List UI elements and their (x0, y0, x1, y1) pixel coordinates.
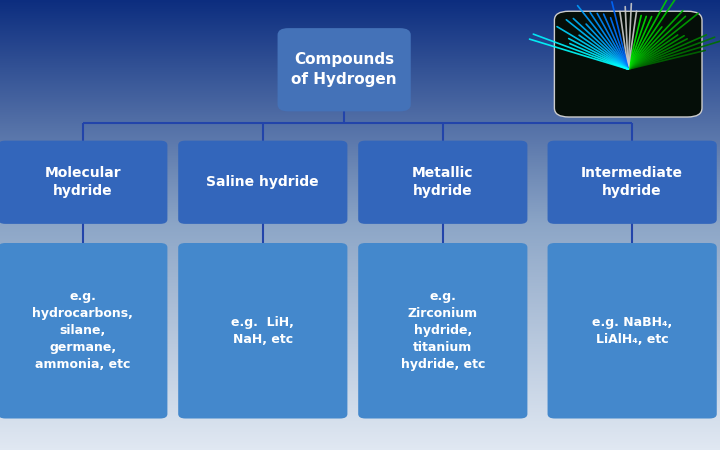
FancyBboxPatch shape (554, 11, 702, 117)
Text: Compounds
of Hydrogen: Compounds of Hydrogen (292, 52, 397, 87)
FancyBboxPatch shape (358, 140, 527, 224)
Text: e.g.  LiH,
NaH, etc: e.g. LiH, NaH, etc (231, 316, 294, 346)
FancyBboxPatch shape (0, 140, 167, 224)
FancyBboxPatch shape (547, 243, 717, 418)
FancyBboxPatch shape (179, 140, 348, 224)
Text: Saline hydride: Saline hydride (207, 175, 319, 189)
Text: Molecular
hydride: Molecular hydride (45, 166, 121, 198)
Text: e.g.
Zirconium
hydride,
titanium
hydride, etc: e.g. Zirconium hydride, titanium hydride… (400, 290, 485, 371)
FancyBboxPatch shape (179, 243, 348, 418)
Text: Metallic
hydride: Metallic hydride (412, 166, 474, 198)
Text: e.g. NaBH₄,
LiAlH₄, etc: e.g. NaBH₄, LiAlH₄, etc (592, 316, 672, 346)
FancyBboxPatch shape (0, 243, 167, 418)
FancyBboxPatch shape (547, 140, 717, 224)
Text: e.g.
hydrocarbons,
silane,
germane,
ammonia, etc: e.g. hydrocarbons, silane, germane, ammo… (32, 290, 133, 371)
FancyBboxPatch shape (358, 243, 527, 418)
Text: Intermediate
hydride: Intermediate hydride (581, 166, 683, 198)
FancyBboxPatch shape (277, 28, 410, 112)
